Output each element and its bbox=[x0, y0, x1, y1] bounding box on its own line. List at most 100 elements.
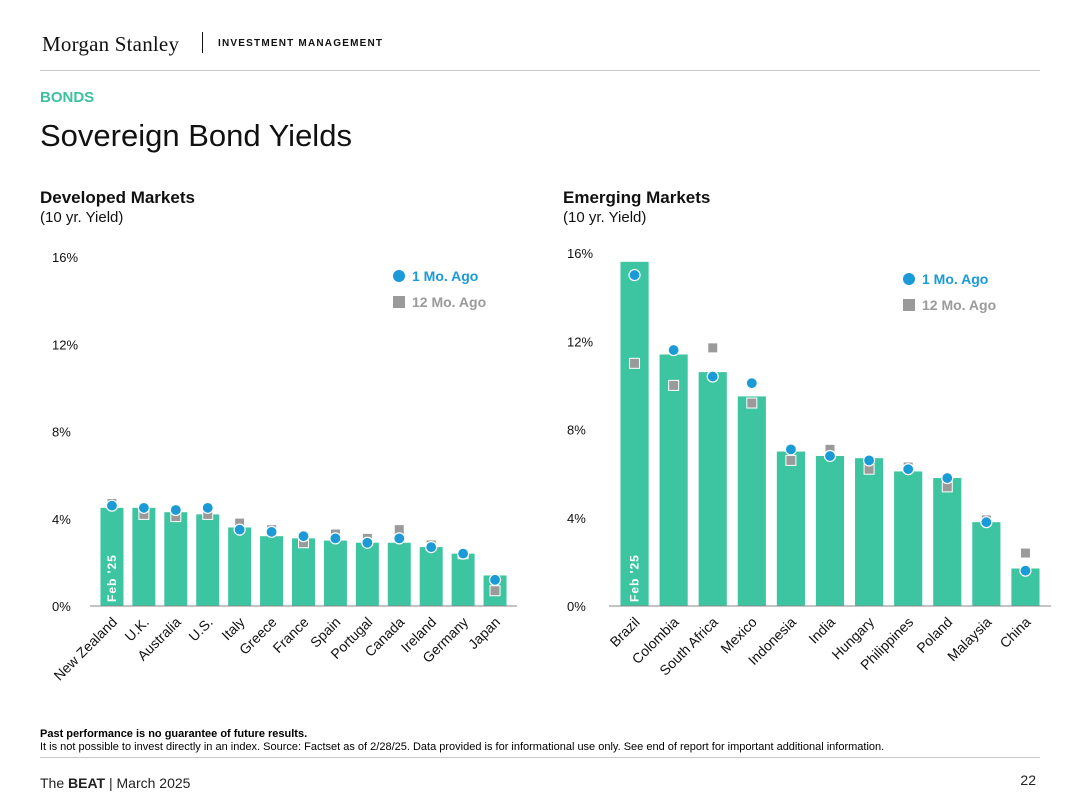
footer-date: | March 2025 bbox=[105, 775, 191, 791]
page-number: 22 bbox=[1020, 772, 1036, 788]
footer-publication-name: BEAT bbox=[68, 775, 106, 791]
em-bar bbox=[855, 458, 884, 606]
dev-bar bbox=[451, 553, 475, 606]
dev-ytick-label: 12% bbox=[52, 337, 78, 352]
emerging-chart-title: Emerging Markets bbox=[563, 188, 711, 207]
dev-legend-12mo-marker bbox=[393, 296, 405, 308]
em-1mo-marker bbox=[1019, 564, 1032, 577]
dev-1mo-marker bbox=[105, 499, 119, 512]
dev-category-label: France bbox=[269, 614, 311, 656]
dev-1mo-marker bbox=[329, 532, 342, 545]
dev-bar bbox=[100, 507, 124, 606]
footer-rule bbox=[40, 757, 1040, 758]
header: Morgan Stanley INVESTMENT MANAGEMENT bbox=[40, 30, 1040, 60]
dev-category-label: U.S. bbox=[185, 614, 216, 645]
dev-12mo-marker bbox=[489, 585, 501, 597]
dev-legend-1mo-label: 1 Mo. Ago bbox=[412, 268, 478, 284]
dev-1mo-marker bbox=[137, 501, 150, 514]
developed-chart-title: Developed Markets bbox=[40, 188, 195, 207]
em-bar bbox=[972, 522, 1001, 606]
dev-1mo-marker bbox=[233, 523, 246, 536]
developed-chart-subtitle: (10 yr. Yield) bbox=[40, 209, 124, 226]
dev-category-label: New Zealand bbox=[50, 614, 120, 684]
dev-bar bbox=[260, 536, 284, 606]
disclaimer-text: It is not possible to invest directly in… bbox=[40, 741, 885, 753]
dev-1mo-marker bbox=[169, 503, 182, 517]
dev-1mo-marker bbox=[488, 573, 502, 586]
footer-prefix: The bbox=[40, 775, 69, 791]
em-1mo-marker bbox=[902, 463, 915, 476]
footer-publication: The BEAT | March 2025 bbox=[40, 775, 190, 791]
em-category-label: India bbox=[805, 614, 838, 647]
dev-bar bbox=[419, 547, 443, 606]
em-1mo-marker bbox=[745, 377, 758, 390]
dev-1mo-marker bbox=[297, 530, 310, 543]
em-12mo-marker bbox=[1019, 547, 1031, 559]
em-12mo-marker bbox=[629, 357, 641, 369]
em-bar bbox=[776, 451, 805, 606]
dev-bar bbox=[196, 514, 220, 606]
disclaimer-heading: Past performance is no guarantee of futu… bbox=[40, 728, 308, 740]
em-ytick-label: 8% bbox=[567, 423, 586, 438]
em-12mo-marker bbox=[668, 379, 680, 391]
em-legend-1mo-marker bbox=[903, 273, 915, 285]
dev-ytick-label: 0% bbox=[52, 599, 71, 614]
dev-legend-12mo-label: 12 Mo. Ago bbox=[412, 294, 486, 310]
em-ytick-label: 4% bbox=[567, 511, 586, 526]
em-1mo-marker bbox=[862, 454, 876, 467]
em-1mo-marker bbox=[980, 516, 993, 529]
em-1mo-marker bbox=[784, 443, 798, 456]
dev-ytick-label: 8% bbox=[52, 425, 71, 440]
header-rule bbox=[40, 70, 1040, 71]
dev-1mo-marker bbox=[361, 536, 374, 549]
dev-1mo-marker bbox=[457, 547, 470, 560]
dev-bar-label: Feb '25 bbox=[105, 554, 119, 602]
em-ytick-label: 0% bbox=[567, 599, 586, 614]
em-1mo-marker bbox=[706, 370, 719, 383]
em-12mo-marker bbox=[707, 342, 719, 354]
header-divider bbox=[202, 32, 203, 53]
em-legend-12mo-marker bbox=[903, 299, 915, 311]
division-label: INVESTMENT MANAGEMENT bbox=[218, 38, 384, 49]
em-bar bbox=[620, 261, 649, 606]
brand-logo: Morgan Stanley bbox=[42, 32, 180, 56]
dev-ytick-label: 16% bbox=[52, 250, 78, 265]
em-ytick-label: 16% bbox=[567, 246, 593, 261]
em-bar bbox=[698, 372, 727, 606]
dev-bar bbox=[164, 512, 188, 606]
dev-bar bbox=[132, 507, 156, 606]
dev-1mo-marker bbox=[425, 541, 438, 554]
section-label: BONDS bbox=[40, 89, 95, 106]
dev-bar bbox=[323, 540, 347, 606]
dev-bar bbox=[387, 542, 411, 606]
em-1mo-marker bbox=[941, 471, 954, 485]
dev-bar bbox=[292, 538, 315, 606]
em-1mo-marker bbox=[628, 268, 641, 282]
page-title: Sovereign Bond Yields bbox=[40, 118, 352, 153]
dev-category-label: Japan bbox=[465, 614, 503, 652]
em-legend-12mo-label: 12 Mo. Ago bbox=[922, 297, 996, 313]
dev-ytick-label: 4% bbox=[52, 512, 71, 527]
em-bar bbox=[815, 455, 845, 606]
dev-bar bbox=[355, 542, 379, 606]
dev-1mo-marker bbox=[393, 532, 406, 545]
em-category-label: Malaysia bbox=[944, 614, 995, 665]
em-12mo-marker bbox=[785, 454, 797, 466]
em-1mo-marker bbox=[667, 343, 680, 357]
em-category-label: China bbox=[996, 614, 1033, 651]
em-bar bbox=[933, 478, 962, 606]
em-legend-1mo-label: 1 Mo. Ago bbox=[922, 271, 988, 287]
em-12mo-marker bbox=[746, 397, 758, 409]
em-ytick-label: 12% bbox=[567, 334, 593, 349]
em-bar-label: Feb '25 bbox=[628, 554, 642, 602]
dev-bar bbox=[228, 527, 252, 606]
em-category-label: Brazil bbox=[607, 614, 643, 650]
emerging-chart-subtitle: (10 yr. Yield) bbox=[563, 209, 647, 226]
dev-legend-1mo-marker bbox=[393, 270, 405, 282]
em-bar bbox=[737, 396, 766, 606]
dev-1mo-marker bbox=[265, 525, 278, 538]
em-1mo-marker bbox=[823, 449, 837, 463]
em-bar bbox=[894, 471, 923, 606]
